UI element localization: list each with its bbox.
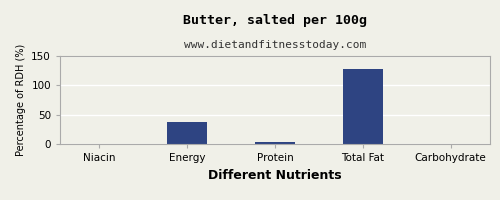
Bar [255, 142, 295, 144]
Text: Butter, salted per 100g: Butter, salted per 100g [183, 14, 367, 27]
Y-axis label: Percentage of RDH (%): Percentage of RDH (%) [16, 44, 26, 156]
X-axis label: Different Nutrients: Different Nutrients [208, 169, 342, 182]
Text: www.dietandfitnesstoday.com: www.dietandfitnesstoday.com [184, 40, 366, 50]
Bar [168, 122, 207, 144]
Bar [343, 69, 382, 144]
